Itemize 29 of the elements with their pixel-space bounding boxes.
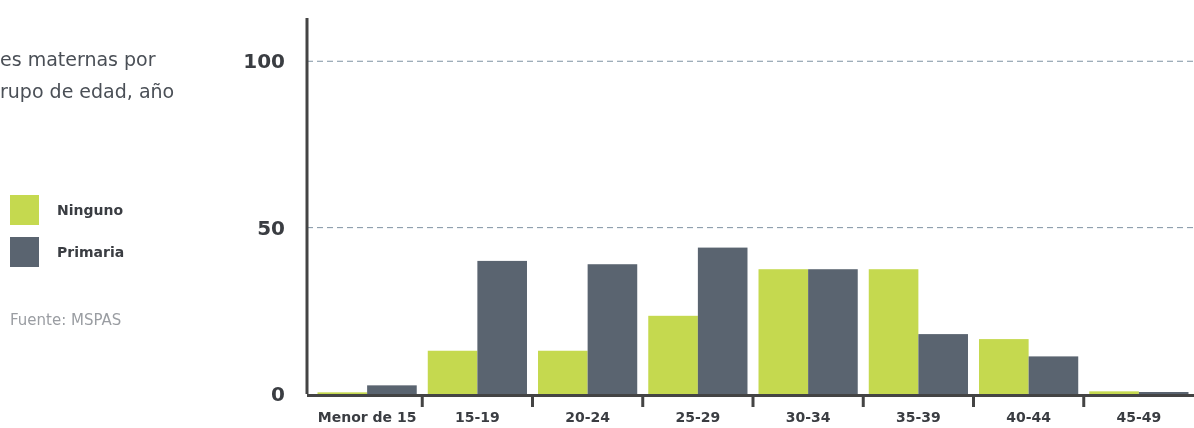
text: es maternas por rupo de edad, año: [0, 48, 175, 102]
bar: [758, 269, 809, 394]
source-note: Fuente: MSPAS: [10, 311, 122, 329]
legend-label: Ninguno: [57, 202, 124, 218]
bar: [697, 247, 748, 394]
bar: [427, 350, 478, 394]
bar: [1089, 391, 1139, 394]
bar: [648, 315, 698, 394]
x-tick-label: 45-49: [1116, 409, 1162, 425]
x-tick-label: 20-24: [565, 409, 611, 425]
y-tick-label: 50: [257, 215, 285, 240]
bar: [538, 350, 588, 394]
y-tick-label: 100: [243, 49, 285, 74]
x-tick-label: 25-29: [675, 409, 721, 425]
y-tick-label: 0: [271, 382, 285, 406]
bar: [587, 264, 638, 394]
x-tick-label: Menor de 15: [317, 409, 417, 425]
bar: [477, 260, 527, 394]
bar: [979, 339, 1029, 394]
x-tick-label: 30-34: [785, 409, 831, 425]
bar: [367, 385, 417, 394]
legend-label: Primaria: [57, 244, 125, 260]
x-tick-label: 40-44: [1006, 409, 1052, 425]
bar: [1028, 356, 1079, 394]
bar: [868, 269, 919, 394]
x-tick-label: 15-19: [454, 409, 500, 425]
x-tick-label: 35-39: [895, 409, 941, 425]
bar: [918, 334, 968, 394]
bar: [808, 269, 858, 394]
